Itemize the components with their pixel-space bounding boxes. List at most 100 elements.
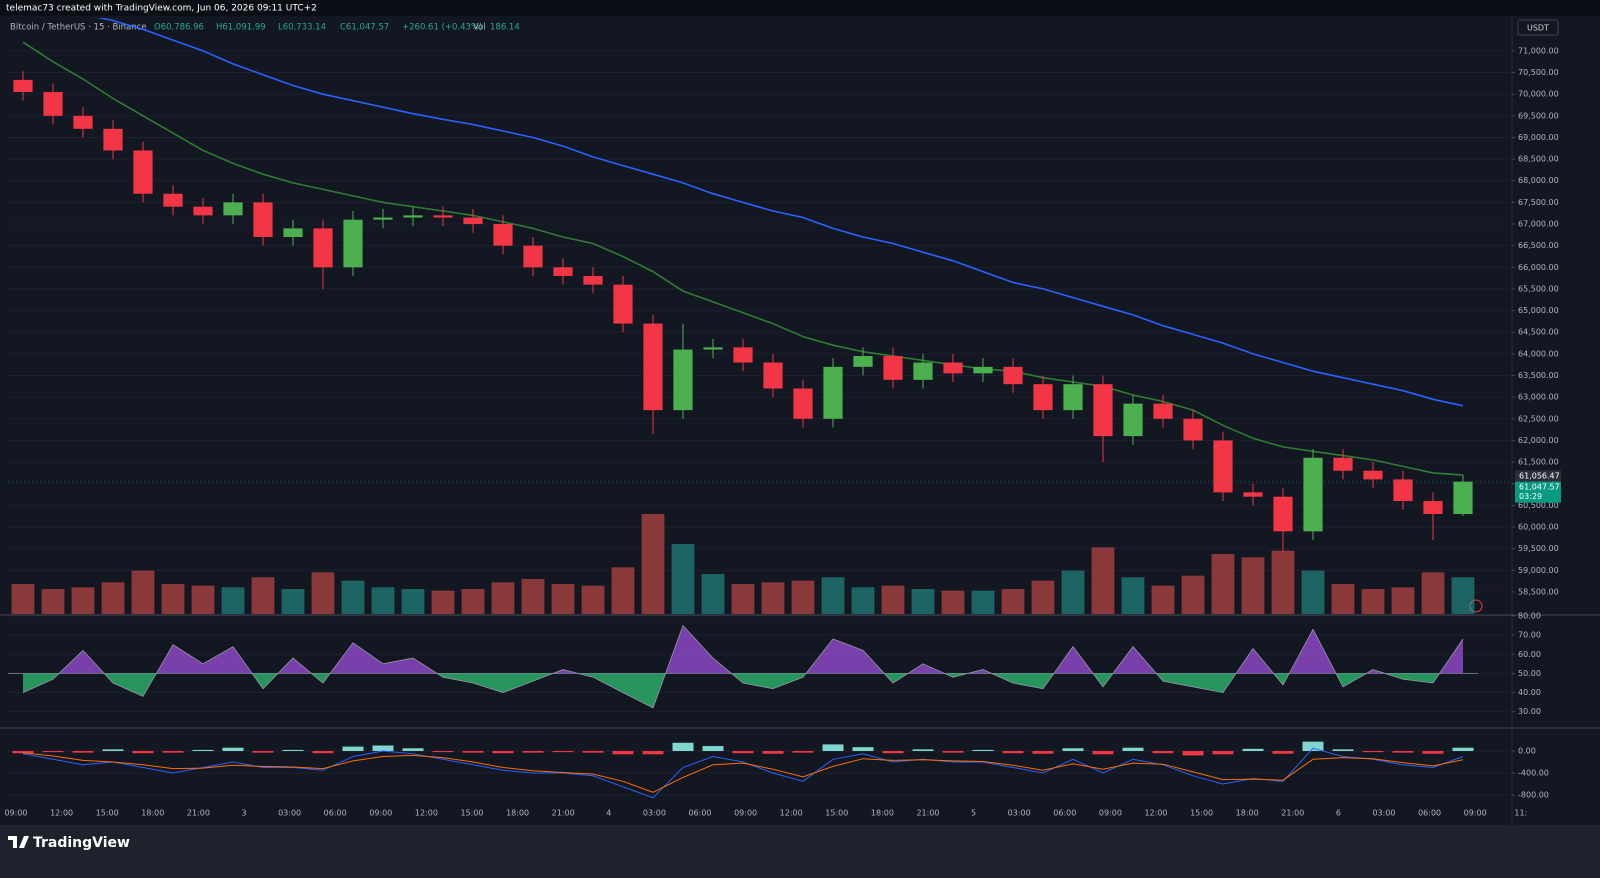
volume-bar	[1331, 584, 1355, 614]
candle-body	[1393, 479, 1413, 502]
price-tag: 61,047.57	[1519, 483, 1560, 492]
currency[interactable]: USDT	[1527, 24, 1549, 33]
volume-bar	[311, 572, 335, 614]
volume-bar	[971, 590, 995, 614]
candle-body	[673, 349, 693, 411]
legend-high: H61,091.99	[216, 23, 266, 33]
volume-layer	[11, 514, 1475, 614]
candle-body	[1243, 492, 1263, 497]
volume-bar	[461, 589, 485, 614]
volume-bar	[641, 514, 665, 614]
candle-body	[883, 356, 903, 380]
y-tick-label: 67,500.00	[1518, 198, 1559, 207]
macd-histogram	[672, 742, 694, 752]
volume-bar	[791, 580, 815, 614]
x-tick-label: 09:00	[1099, 809, 1122, 818]
y-tick-label: 65,500.00	[1518, 284, 1559, 293]
volume-bar	[1451, 577, 1475, 614]
x-tick-label: 15:00	[1190, 809, 1213, 818]
volume-bar	[401, 589, 425, 614]
y-tick-label: 70,000.00	[1518, 90, 1559, 99]
macd-histogram	[102, 749, 124, 752]
candle-body	[853, 356, 873, 367]
volume-bar	[1241, 557, 1265, 614]
candle-body	[973, 366, 993, 374]
macd-histogram	[1092, 751, 1114, 755]
signal-line	[22, 752, 1464, 793]
macd-histogram	[732, 751, 754, 754]
macd-histogram	[762, 751, 784, 754]
legend-symbol: Bitcoin / TetherUS · 15 · Binance	[10, 23, 147, 33]
y-tick-label: 70.00	[1518, 631, 1541, 640]
macd-histogram	[402, 748, 424, 752]
x-tick-label: 5	[971, 809, 976, 818]
volume-bar	[191, 585, 215, 614]
x-tick-label: 06:00	[688, 809, 711, 818]
y-tick-label: 70,500.00	[1518, 68, 1559, 77]
macd-histogram	[882, 751, 904, 754]
candle-body	[253, 202, 273, 238]
macd-histogram	[612, 751, 634, 755]
volume-bar	[941, 590, 965, 614]
y-tick-label: 64,500.00	[1518, 328, 1559, 337]
candle-body	[1003, 366, 1023, 385]
volume-bar	[1151, 585, 1175, 614]
candle-body	[523, 245, 543, 268]
x-tick-label: 12:00	[780, 809, 803, 818]
macd-histogram	[72, 751, 94, 753]
volume-bar	[71, 587, 95, 614]
volume-bar	[11, 584, 35, 614]
candle-body	[1333, 457, 1353, 471]
y-tick-label: 63,000.00	[1518, 393, 1559, 402]
volume-bar	[341, 580, 365, 614]
x-tick-label: 03:00	[1372, 809, 1395, 818]
macd-histogram	[432, 751, 454, 753]
macd-histogram	[252, 751, 274, 753]
macd-histogram	[522, 751, 544, 753]
macd-histogram	[162, 751, 184, 753]
price-tag: 61,056.47	[1519, 471, 1560, 480]
volume-bar	[431, 590, 455, 614]
y-tick-label: 0.00	[1518, 747, 1536, 756]
candle-body	[1153, 403, 1173, 419]
y-tick-label: 60,500.00	[1518, 501, 1559, 510]
price-tag-box	[1515, 470, 1561, 482]
volume-bar	[1001, 589, 1025, 614]
y-tick-label: 65,000.00	[1518, 306, 1559, 315]
candle-body	[943, 362, 963, 374]
macd-histogram	[1122, 747, 1144, 752]
macd-histogram	[1392, 751, 1414, 753]
macd-histogram	[1302, 741, 1324, 752]
x-tick-label: 06:00	[1053, 809, 1076, 818]
candle-body	[43, 92, 63, 116]
x-tick-label: 12:00	[415, 809, 438, 818]
candle-body	[163, 193, 183, 207]
volume-bar	[1361, 589, 1385, 614]
volume-bar	[1421, 572, 1445, 614]
y-tick-label: 60.00	[1518, 650, 1541, 659]
macd-histogram	[42, 751, 64, 753]
macd-histogram	[192, 749, 214, 752]
macd-histogram	[1422, 751, 1444, 754]
y-tick-label: 50.00	[1518, 669, 1541, 678]
candle-body	[1183, 418, 1203, 441]
volume-bar	[491, 582, 515, 614]
candle-body	[133, 150, 153, 194]
candle-body	[283, 228, 303, 238]
volume-bar	[911, 589, 935, 614]
x-tick-label: 21:00	[1281, 809, 1304, 818]
macd-histogram	[852, 747, 874, 752]
candle-body	[1033, 384, 1053, 411]
currency-box[interactable]	[1517, 19, 1559, 36]
candle-body	[403, 215, 423, 218]
volume-bar	[281, 589, 305, 614]
x-tick-label: 03:00	[278, 809, 301, 818]
volume-bar	[1301, 570, 1325, 614]
y-tick-label: 61,500.00	[1518, 458, 1559, 467]
candle-body	[193, 206, 213, 216]
candle-body	[583, 275, 603, 285]
x-tick-label: 15:00	[825, 809, 848, 818]
macd-histogram	[222, 747, 244, 752]
